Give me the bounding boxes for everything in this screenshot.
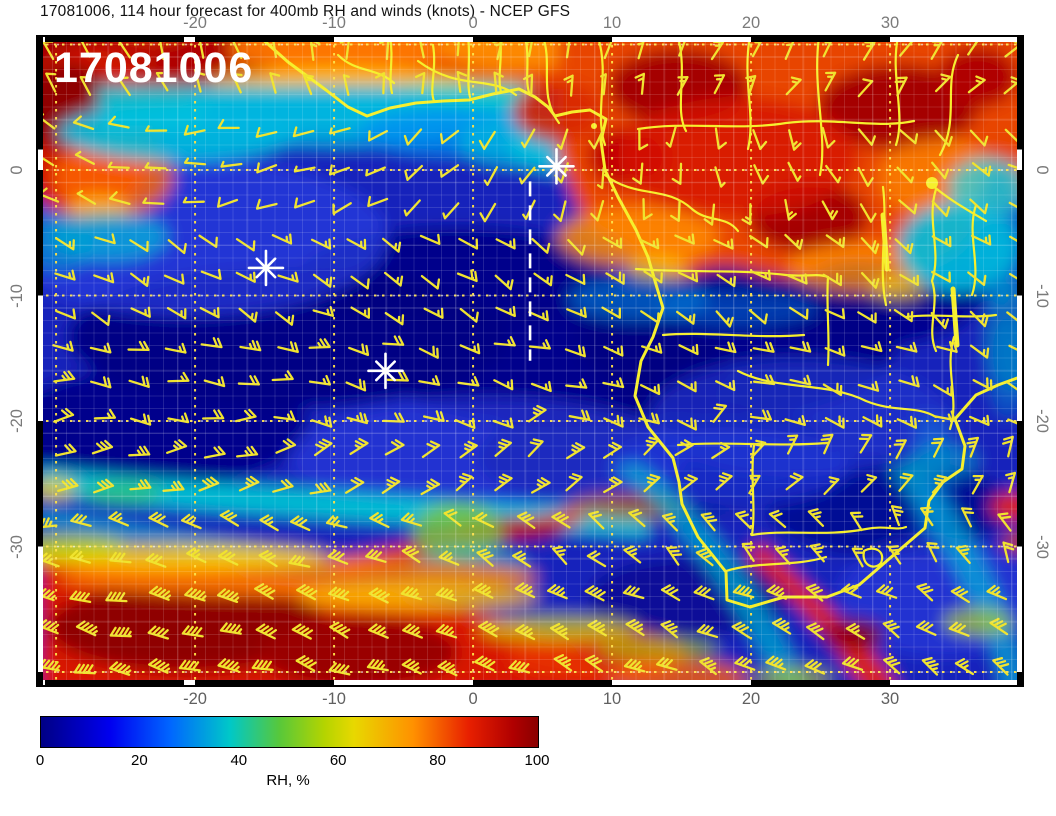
axis-tick-label: 0: [1033, 165, 1051, 175]
axis-tick-label: -20: [183, 690, 207, 708]
axis-tick-label: -10: [322, 690, 346, 708]
axis-tick-label: 0: [8, 165, 26, 175]
axis-tick-label: 30: [880, 14, 900, 32]
axis-tick-label: 10: [602, 14, 622, 32]
wind-barbs-layer: [38, 37, 1022, 677]
station-marker-icon: [538, 147, 575, 185]
colorbar-tick-label: 0: [35, 752, 45, 769]
axis-tick-label: 0: [468, 690, 478, 708]
colorbar-tick-label: 80: [429, 752, 446, 769]
rh-field-plot: [38, 37, 1022, 685]
axis-tick-label: -20: [1033, 409, 1051, 433]
coastline-layer: [258, 37, 1022, 609]
axis-tick-label: -10: [1033, 283, 1051, 308]
colorbar-tick-label: 20: [131, 752, 148, 769]
island-dot: [591, 123, 597, 129]
axis-tick-label: -10: [8, 283, 26, 308]
station-marker-icon: [367, 352, 404, 390]
axis-tick-label: -30: [8, 534, 26, 559]
axis-tick-label: 0: [468, 14, 478, 32]
axis-tick-label: 10: [602, 690, 622, 708]
colorbar-tick-label: 60: [329, 752, 347, 769]
colorbar: [40, 716, 539, 748]
axis-tick-label: -10: [322, 14, 346, 32]
chart-title: 17081006, 114 hour forecast for 400mb RH…: [40, 3, 571, 20]
axis-tick-label: 20: [741, 14, 761, 32]
axis-tick-label: 30: [880, 690, 900, 708]
datetime-label: 17081006: [54, 44, 254, 92]
map-canvas: 17081006: [36, 35, 1024, 687]
annotations-layer: [247, 147, 575, 390]
axis-tick-label: -20: [183, 14, 207, 32]
axis-tick-label: -20: [8, 409, 26, 433]
colorbar-tick-label: 40: [230, 752, 248, 769]
colorbar-tick-label: 100: [524, 752, 550, 769]
station-marker-icon: [247, 249, 285, 287]
colorbar-label: RH, %: [266, 772, 310, 789]
axis-tick-label: -30: [1033, 534, 1051, 559]
axis-tick-label: 20: [741, 690, 761, 708]
